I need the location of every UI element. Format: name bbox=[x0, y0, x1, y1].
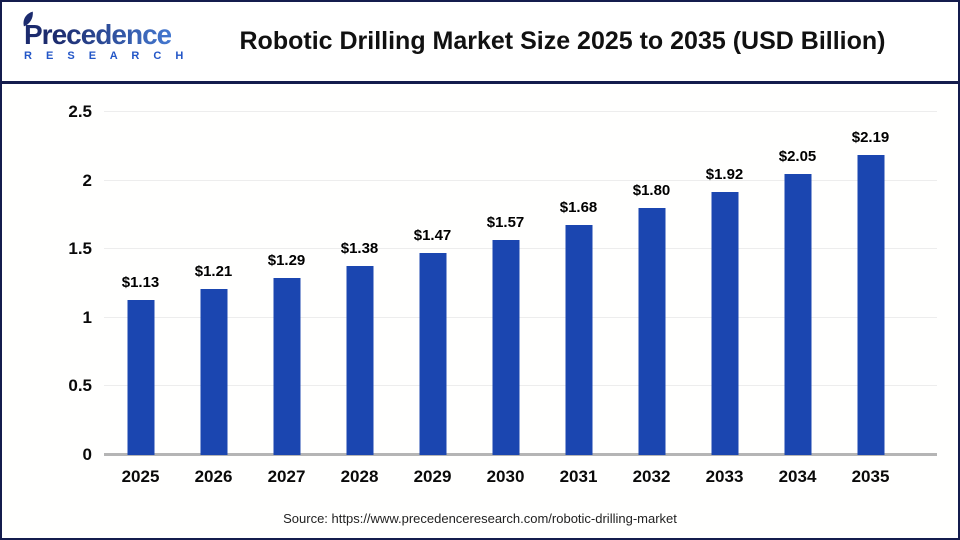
bar-series: $1.13 2025 $1.21 2026 $1.29 2027 $1.38 2028 $1.4… bbox=[104, 112, 907, 486]
header: Precedence R E S E A R C H Robotic Drill… bbox=[2, 2, 958, 84]
bar-slot: $1.21 2026 bbox=[177, 112, 250, 486]
x-axis-tick-label: 2029 bbox=[413, 467, 452, 486]
y-axis-tick-label: 1 bbox=[82, 307, 92, 327]
bar-slot: $1.68 2031 bbox=[542, 112, 615, 486]
logo-subtitle: R E S E A R C H bbox=[24, 50, 189, 62]
gridline bbox=[104, 179, 937, 181]
bar-slot: $1.29 2027 bbox=[250, 112, 323, 486]
bar bbox=[565, 224, 592, 455]
y-axis-tick-label: 0 bbox=[82, 445, 92, 464]
bar-value-label: $1.68 bbox=[559, 198, 598, 216]
bar bbox=[492, 239, 519, 455]
x-axis-tick-label: 2033 bbox=[705, 467, 744, 486]
bar-slot: $1.57 2030 bbox=[469, 112, 542, 486]
y-axis-tick-label: 1.5 bbox=[68, 239, 92, 259]
x-axis-tick-label: 2027 bbox=[267, 467, 306, 486]
bar-slot: $1.80 2032 bbox=[615, 112, 688, 486]
bar-slot: $1.92 2033 bbox=[688, 112, 761, 486]
x-axis-tick-label: 2034 bbox=[778, 467, 817, 486]
bar-value-label: $1.47 bbox=[413, 227, 452, 245]
logo-wordmark: Precedence bbox=[24, 19, 172, 50]
x-axis-tick-label: 2025 bbox=[121, 467, 160, 486]
bar-value-label: $1.38 bbox=[340, 239, 379, 257]
x-axis-tick-label: 2030 bbox=[486, 467, 525, 486]
bar bbox=[784, 173, 811, 455]
x-axis-tick-label: 2028 bbox=[340, 467, 379, 486]
bar-slot: $2.05 2034 bbox=[761, 112, 834, 486]
x-axis-tick-label: 2032 bbox=[632, 467, 671, 486]
bar-slot: $1.47 2029 bbox=[396, 112, 469, 486]
bar bbox=[346, 265, 373, 455]
x-axis-tick-label: 2026 bbox=[194, 467, 233, 486]
bar-value-label: $1.13 bbox=[121, 273, 160, 291]
bar-chart: 0 0.5 1 1.5 2 2.5 $1.13 2025 $1.21 2026 $1.29 2027… bbox=[2, 84, 958, 533]
bar-value-label: $1.29 bbox=[267, 252, 306, 270]
bar-value-label: $1.21 bbox=[194, 263, 233, 280]
bar bbox=[273, 278, 300, 455]
y-axis-tick-label: 2.5 bbox=[68, 102, 92, 121]
bar bbox=[127, 299, 154, 455]
gridline bbox=[104, 248, 937, 250]
x-axis-tick-label: 2031 bbox=[559, 467, 598, 486]
bar bbox=[419, 253, 446, 455]
x-axis-line bbox=[104, 453, 937, 456]
bar-value-label: $2.05 bbox=[778, 147, 817, 165]
bar-value-label: $1.92 bbox=[705, 165, 744, 183]
plot-area bbox=[104, 111, 937, 456]
gridline bbox=[104, 111, 937, 112]
bar bbox=[200, 289, 227, 455]
bar-slot: $2.19 2035 bbox=[834, 112, 907, 486]
gridline bbox=[104, 316, 937, 318]
page-title: Robotic Drilling Market Size 2025 to 203… bbox=[239, 27, 886, 55]
bar-value-label: $1.80 bbox=[632, 182, 671, 200]
bar-value-label: $1.57 bbox=[486, 213, 525, 231]
bar bbox=[857, 154, 884, 455]
gridline bbox=[104, 385, 937, 387]
bar bbox=[638, 208, 665, 455]
source-text: Source: https://www.precedenceresearch.c… bbox=[283, 511, 677, 526]
y-axis-tick-label: 0.5 bbox=[68, 376, 92, 396]
bar-slot: $1.13 2025 bbox=[104, 112, 177, 486]
bar-value-label: $2.19 bbox=[851, 128, 890, 146]
y-axis-tick-label: 2 bbox=[82, 170, 92, 190]
precedence-research-logo: Precedence R E S E A R C H bbox=[23, 11, 199, 62]
bar bbox=[711, 191, 738, 455]
leaf-icon bbox=[19, 10, 38, 32]
x-axis-tick-label: 2035 bbox=[851, 467, 890, 486]
bar-slot: $1.38 2028 bbox=[323, 112, 396, 486]
